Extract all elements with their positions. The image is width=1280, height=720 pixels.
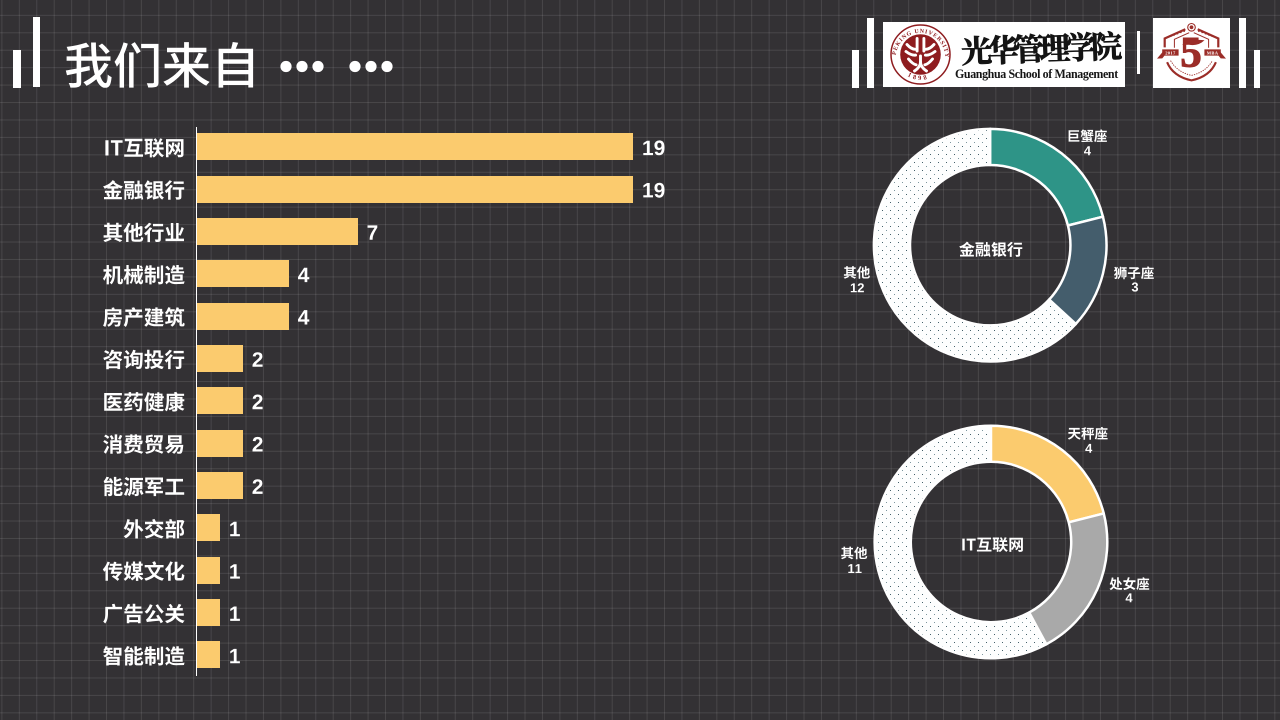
- svg-text:MBA: MBA: [1207, 51, 1219, 56]
- svg-text:2017: 2017: [1165, 51, 1176, 56]
- svg-text:5: 5: [1180, 30, 1202, 77]
- svg-text:1898: 1898: [906, 72, 930, 83]
